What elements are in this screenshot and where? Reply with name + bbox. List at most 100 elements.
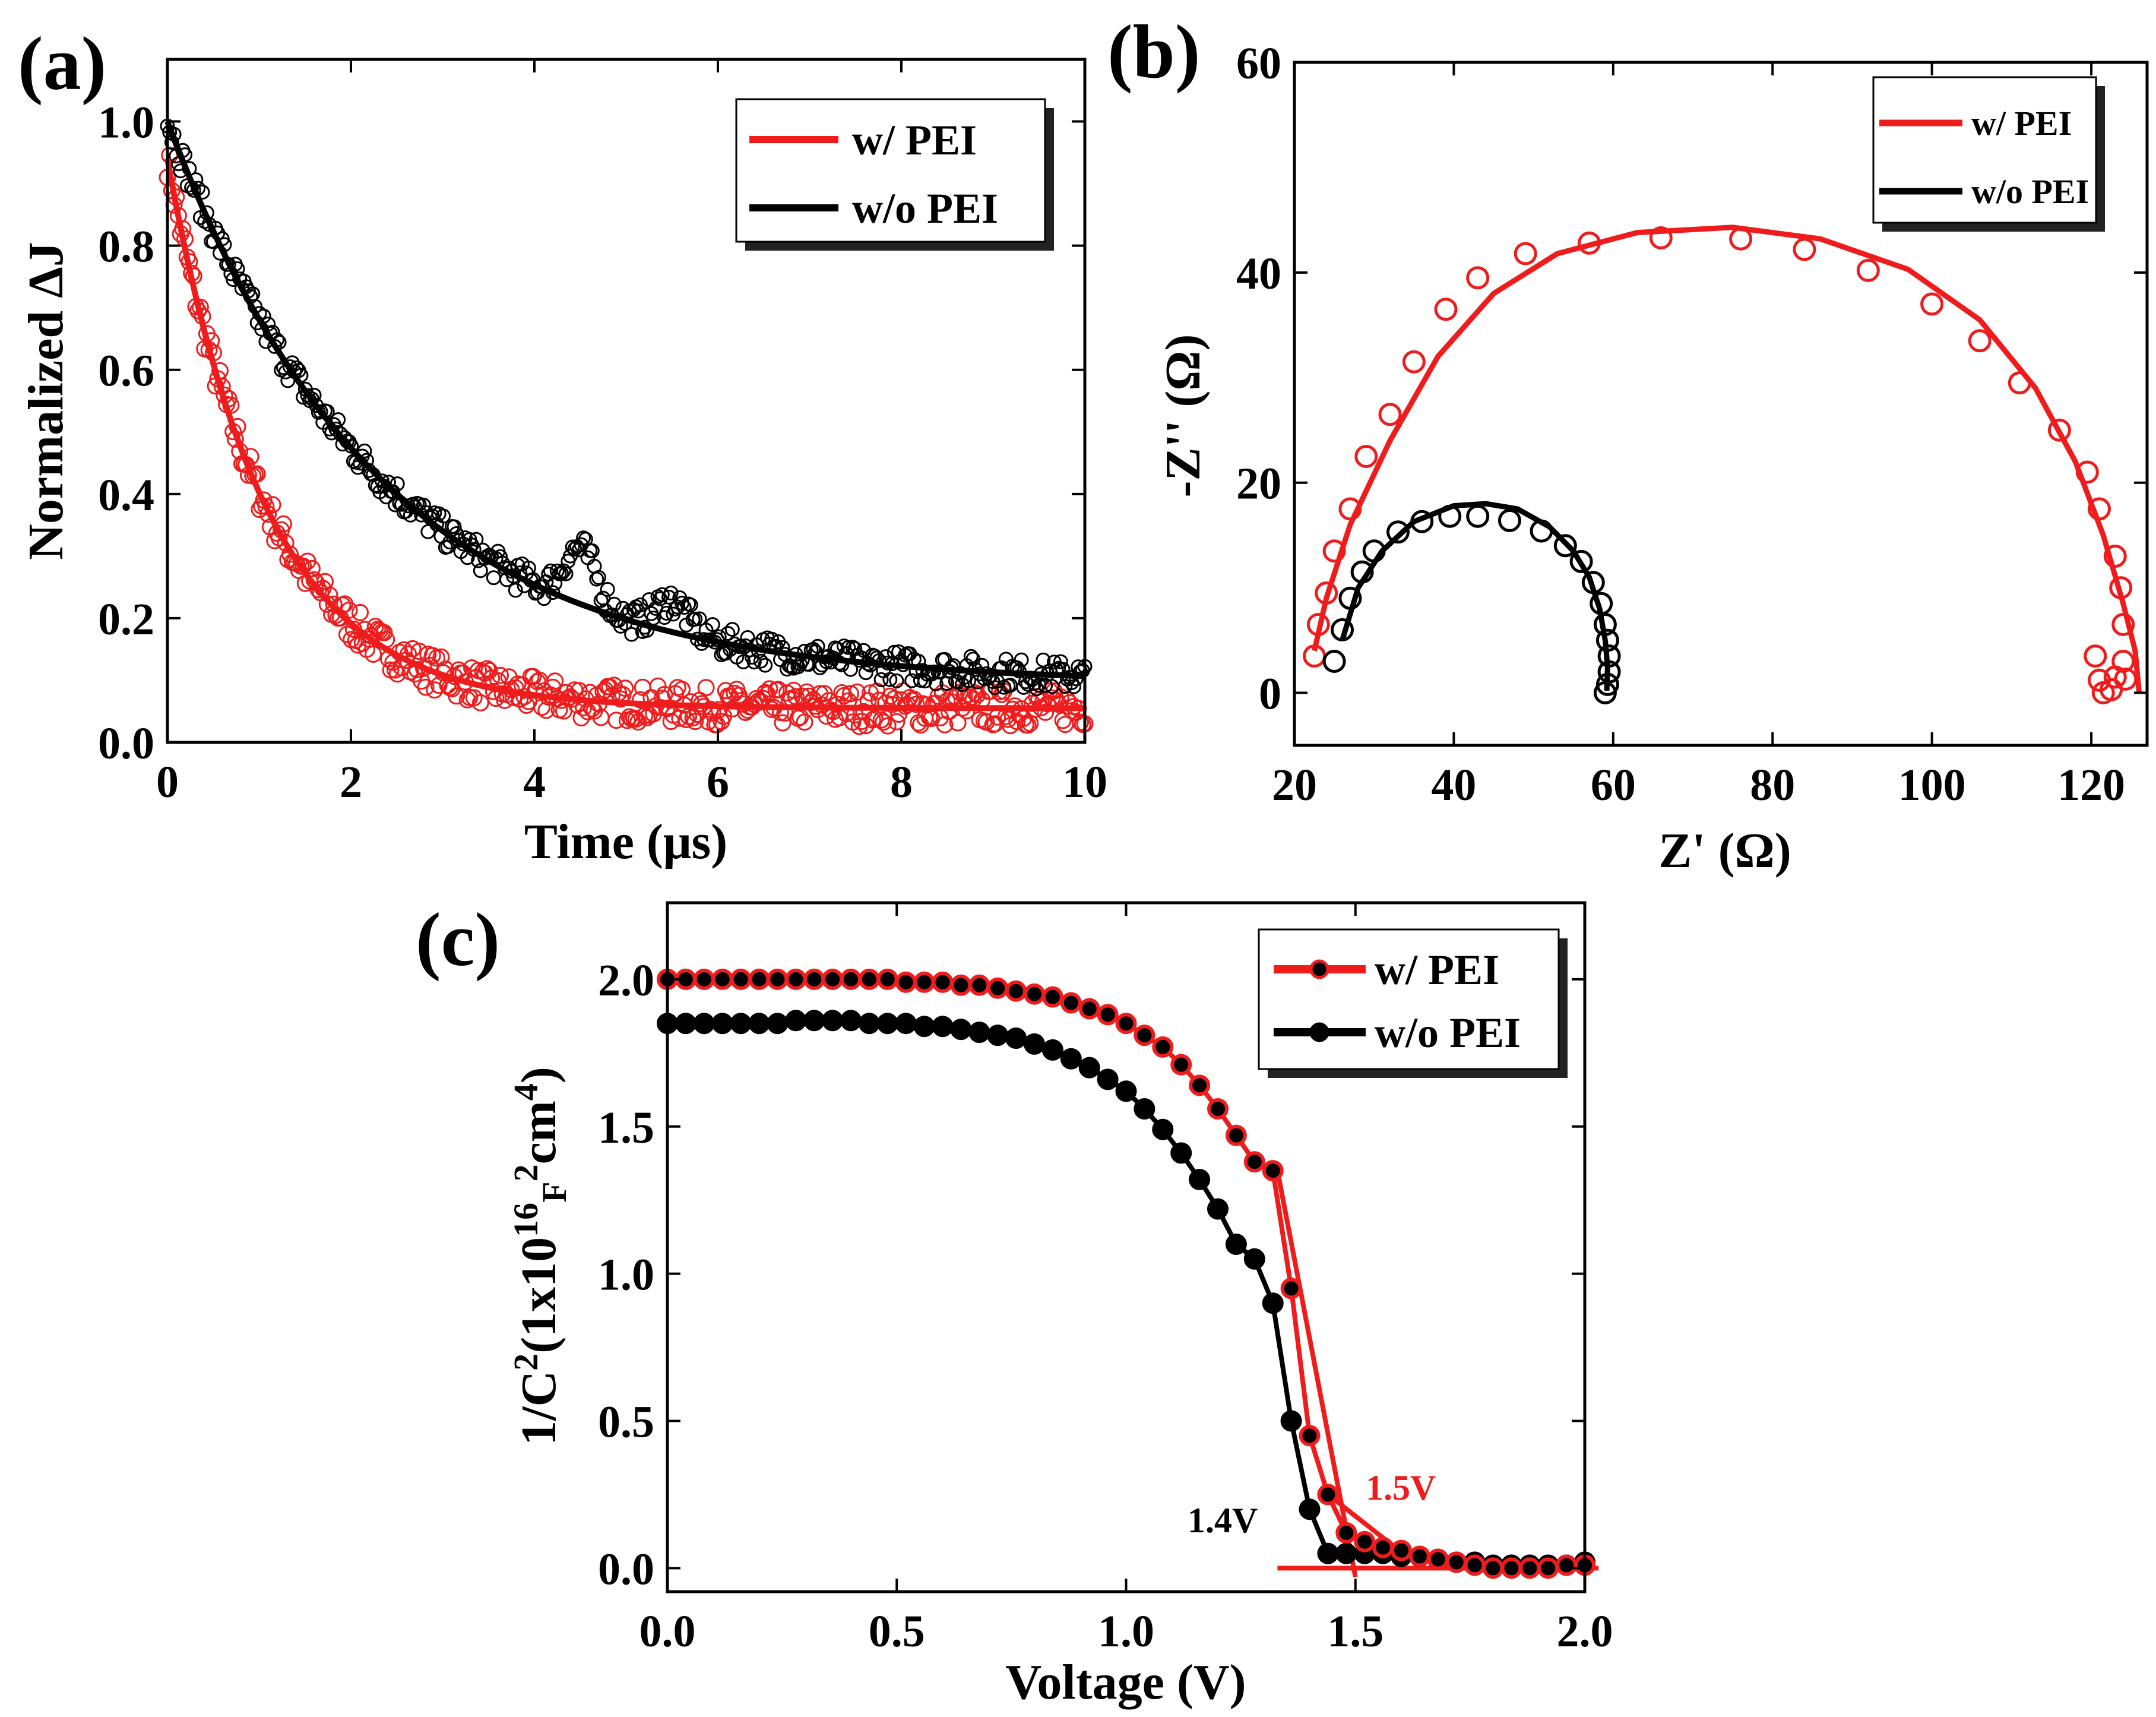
- panel-b: (b) 20 40 60 80 100 120 0 20 40 60 Z' (Ω) -Z'' (Ω…: [1107, 10, 2149, 878]
- marker-w-pei: [1354, 1531, 1376, 1552]
- panel-c-y-tick-label: 0.5: [598, 1397, 654, 1447]
- marker-w-pei: [1856, 258, 1880, 282]
- marker-wo-pei: [876, 1013, 898, 1035]
- marker-w-pei: [756, 684, 774, 701]
- marker-w-pei: [528, 673, 546, 691]
- legend-label-w-pei: w/ PEI: [852, 116, 977, 164]
- panel-c-x-tick-label: 1.0: [1098, 1607, 1154, 1656]
- marker-wo-pei: [810, 638, 825, 654]
- marker-wo-pei: [858, 1013, 880, 1035]
- marker-wo-pei: [600, 581, 615, 597]
- marker-wo-pei: [683, 597, 698, 613]
- marker-w-pei: [739, 701, 756, 719]
- marker-w-pei: [277, 534, 295, 552]
- marker-w-pei: [1189, 1074, 1211, 1096]
- marker-w-pei: [546, 672, 564, 690]
- marker-wo-pei: [688, 612, 703, 627]
- marker-wo-pei: [1036, 652, 1051, 668]
- marker-w-pei: [863, 711, 881, 729]
- marker-wo-pei: [1014, 652, 1029, 668]
- marker-w-pei: [2109, 576, 2133, 600]
- panel-a-frame: [166, 58, 1087, 744]
- legend-label-w-pei: w/ PEI: [1375, 946, 1499, 994]
- marker-wo-pei: [1060, 1048, 1082, 1070]
- marker-w-pei: [1225, 1124, 1247, 1146]
- legend-box: [1258, 928, 1560, 1070]
- marker-w-pei: [1060, 992, 1082, 1014]
- panel-c-y-tick-label: 2.0: [598, 956, 654, 1005]
- marker-w-pei: [835, 687, 853, 704]
- marker-wo-pei: [331, 412, 346, 428]
- panel-a-y-tick-label: 1.0: [98, 98, 154, 148]
- panel-b-x-tick-label: 100: [1898, 760, 1966, 810]
- panel-b-axes: 20 40 60 80 100 120 0 20 40 60: [1236, 39, 2147, 810]
- marker-w-pei: [627, 710, 645, 728]
- marker-wo-pei: [1038, 678, 1053, 693]
- marker-w-pei: [866, 710, 884, 728]
- fit-line-w-pei: [1312, 224, 2142, 693]
- marker-wo-pei: [565, 539, 580, 555]
- marker-wo-pei: [468, 532, 484, 547]
- marker-w-pei: [1280, 1278, 1302, 1299]
- marker-wo-pei: [730, 1013, 752, 1035]
- panel-a-x-tick-label: 4: [523, 757, 546, 807]
- marker-wo-pei: [591, 570, 606, 585]
- marker-w-pei: [492, 666, 509, 684]
- marker-wo-pei: [508, 583, 523, 598]
- marker-w-pei: [2084, 644, 2107, 668]
- marker-w-pei: [636, 707, 654, 725]
- marker-w-pei: [1152, 1036, 1174, 1058]
- panel-b-y-label: -Z'' (Ω): [1155, 334, 1211, 498]
- legend-box: [1872, 76, 2097, 224]
- panel-a-y-label: Normalized ΔJ: [18, 242, 74, 560]
- marker-w-pei: [1207, 1098, 1229, 1120]
- marker-wo-pei: [705, 617, 720, 633]
- marker-w-pei: [1134, 1024, 1155, 1046]
- panel-a-x-tick-label: 6: [707, 757, 729, 807]
- marker-wo-pei: [882, 672, 898, 687]
- marker-w-pei: [1299, 1425, 1321, 1447]
- legend-label-wo-pei: w/o PEI: [1971, 172, 2089, 211]
- marker-w-pei: [913, 971, 935, 993]
- marker-wo-pei: [1152, 1118, 1174, 1140]
- marker-wo-pei: [961, 673, 977, 688]
- marker-w-pei: [1408, 1545, 1430, 1567]
- panel-c-y-tick-label: 1.0: [598, 1250, 654, 1300]
- panel-b-x-tick-label: 20: [1272, 760, 1317, 810]
- legend-label-w-pei: w/ PEI: [1971, 104, 2072, 143]
- marker-wo-pei: [390, 476, 405, 492]
- marker-w-pei: [1041, 986, 1063, 1008]
- annotation-1-4v: 1.4V: [1188, 1501, 1258, 1540]
- marker-w-pei: [474, 663, 492, 681]
- marker-w-pei: [677, 711, 695, 728]
- marker-wo-pei: [1078, 1057, 1100, 1079]
- panel-c-x-tick-label: 1.5: [1327, 1607, 1383, 1656]
- marker-w-pei: [537, 701, 555, 719]
- marker-wo-pei: [486, 570, 501, 586]
- marker-wo-pei: [1170, 1142, 1192, 1164]
- marker-wo-pei: [720, 626, 736, 641]
- marker-w-pei: [1793, 238, 1816, 261]
- panel-b-x-tick-label: 80: [1750, 760, 1795, 810]
- marker-wo-pei: [663, 586, 679, 600]
- marker-w-pei: [1649, 226, 1673, 249]
- panel-a-y-tick-label: 0.8: [98, 222, 154, 272]
- marker-wo-pei: [447, 519, 462, 535]
- panel-a-x-tick-label: 8: [890, 757, 913, 807]
- marker-w-pei: [702, 700, 719, 718]
- marker-wo-pei: [841, 640, 856, 655]
- marker-w-pei: [793, 687, 811, 705]
- marker-w-pei: [1578, 231, 1601, 255]
- marker-wo-pei: [1530, 519, 1553, 543]
- marker-w-pei: [1078, 998, 1100, 1020]
- marker-wo-pei: [606, 596, 622, 612]
- marker-wo-pei: [1410, 510, 1434, 533]
- marker-w-pei: [767, 968, 789, 990]
- marker-wo-pei: [420, 524, 436, 539]
- marker-wo-pei: [1280, 1410, 1302, 1432]
- legend-label-wo-pei: w/o PEI: [1375, 1009, 1521, 1057]
- marker-w-pei: [849, 683, 866, 701]
- marker-wo-pei: [1350, 560, 1374, 584]
- marker-w-pei: [1317, 1484, 1339, 1506]
- marker-wo-pei: [711, 1013, 733, 1035]
